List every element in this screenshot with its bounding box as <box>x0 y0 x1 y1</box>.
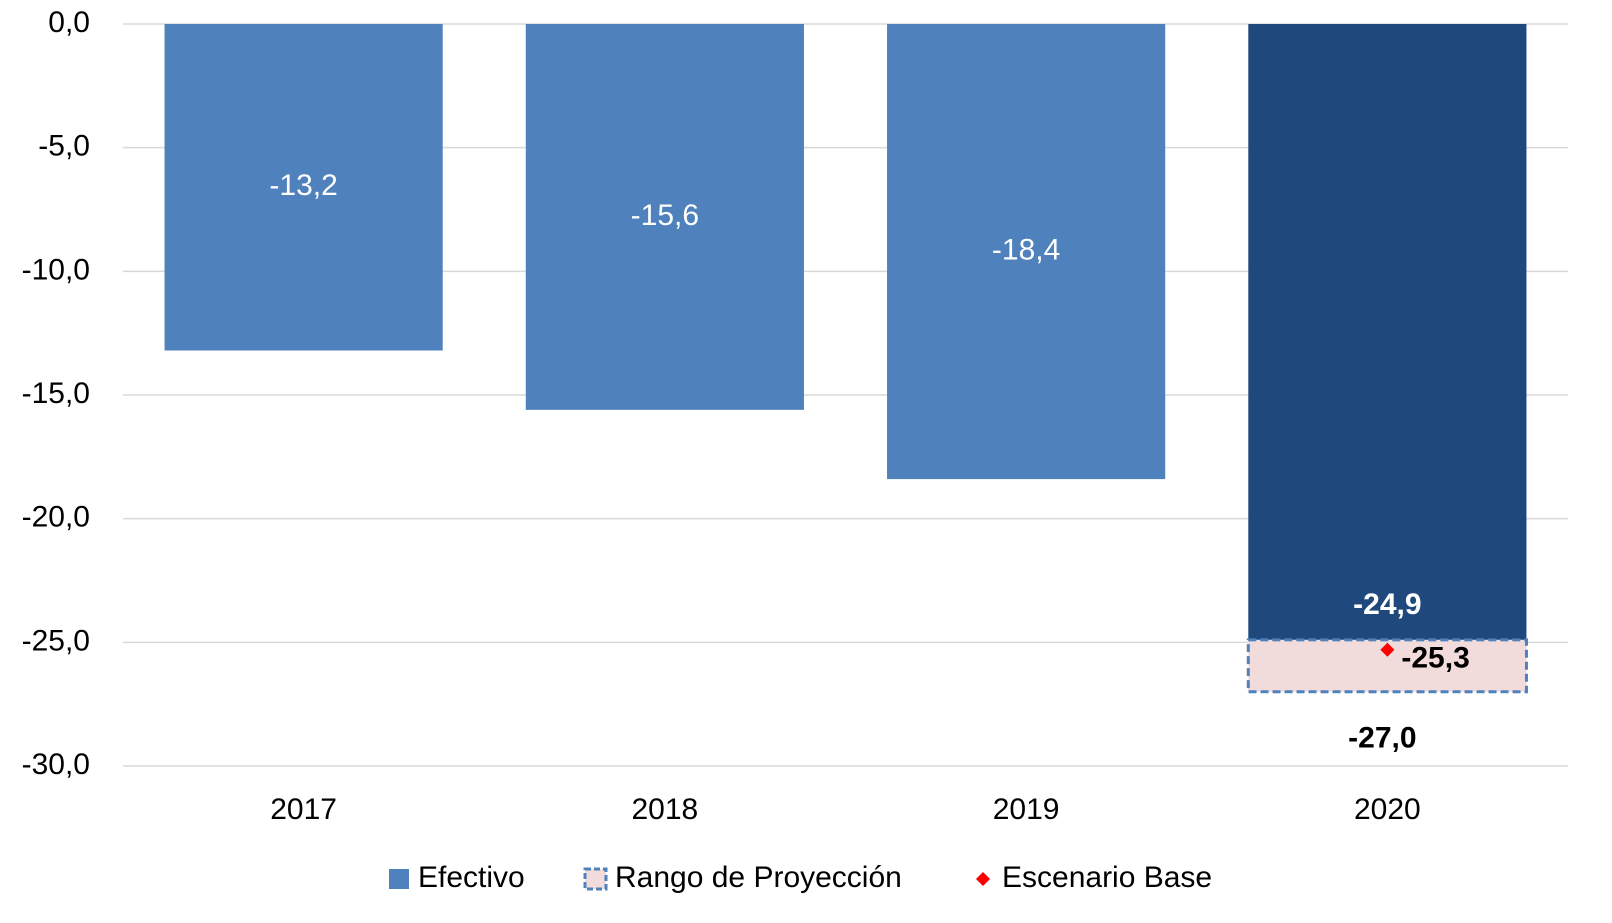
bar <box>525 24 804 410</box>
y-tick-label: -10,0 <box>22 253 90 286</box>
y-tick-label: 0,0 <box>48 6 90 39</box>
value-label: -15,6 <box>631 199 699 232</box>
bar <box>164 24 443 351</box>
x-tick-label: 2017 <box>270 793 337 826</box>
x-tick-label: 2018 <box>632 793 699 826</box>
base-label: -25,3 <box>1401 642 1469 675</box>
legend-label: Escenario Base <box>1002 861 1212 894</box>
legend-label: Rango de Proyección <box>615 861 902 894</box>
x-tick-label: 2020 <box>1354 793 1421 826</box>
y-tick-label: -5,0 <box>38 130 90 163</box>
bar <box>1248 24 1527 640</box>
range-label: -27,0 <box>1348 722 1416 755</box>
base-marker <box>1380 642 1395 657</box>
legend-label: Efectivo <box>418 861 525 894</box>
legend-swatch <box>583 867 608 891</box>
y-tick-label: -15,0 <box>22 377 90 410</box>
value-label: -13,2 <box>269 169 337 202</box>
legend-swatch <box>976 872 990 886</box>
legend-swatch <box>389 869 409 889</box>
value-label: -18,4 <box>992 233 1060 266</box>
y-tick-label: -25,0 <box>22 624 90 657</box>
y-tick-label: -20,0 <box>22 501 90 534</box>
x-tick-label: 2019 <box>993 793 1060 826</box>
bar <box>887 24 1166 480</box>
y-tick-label: -30,0 <box>22 748 90 781</box>
value-label: -24,9 <box>1353 588 1421 621</box>
